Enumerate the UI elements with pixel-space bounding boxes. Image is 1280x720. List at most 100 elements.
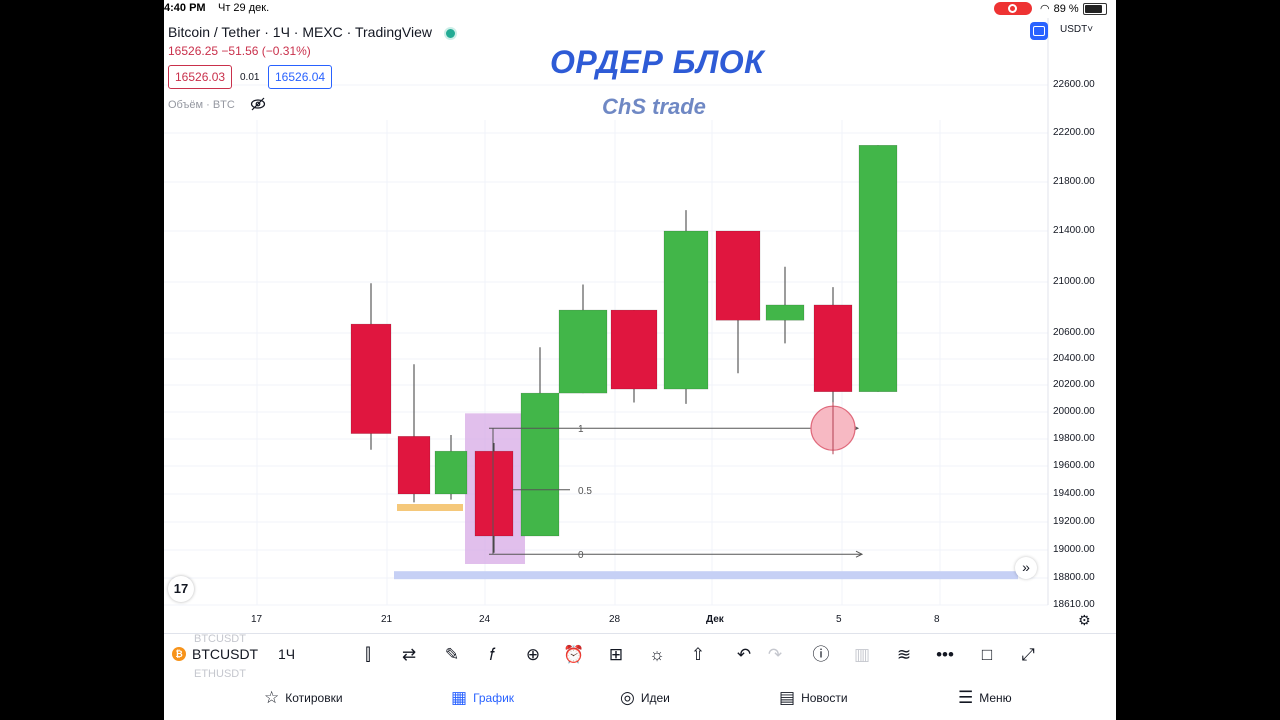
chart-gift-icon: ▦: [451, 688, 468, 707]
candle-body: [663, 230, 709, 390]
replay-icon[interactable]: ⇄: [401, 645, 417, 664]
interval-button[interactable]: 1Ч: [278, 646, 296, 662]
price-axis-label: 19200.00: [1053, 516, 1095, 527]
tradingview-logo-icon[interactable]: 17: [168, 576, 194, 602]
plus-circle-icon[interactable]: ⊕: [525, 645, 541, 664]
fib-level-label: 1: [578, 424, 584, 435]
status-date: Чт 29 дек.: [218, 2, 270, 14]
financials-bars-icon[interactable]: ▥: [853, 645, 871, 664]
currency-value: USDT: [1060, 24, 1088, 35]
more-icon[interactable]: •••: [936, 645, 954, 664]
volume-indicator-label[interactable]: Объём · BTC: [168, 99, 235, 111]
support-zone-band: [394, 571, 1018, 580]
record-icon: [1008, 4, 1017, 13]
symbol-title[interactable]: Bitcoin / Tether · 1Ч · MEXC · TradingVi…: [168, 24, 433, 40]
bottom-toolbar: [164, 633, 1116, 678]
status-indicators: ◠ 89 %: [1040, 2, 1107, 15]
tab-menu[interactable]: ☰ Меню: [958, 688, 1012, 708]
price-axis-label: 20400.00: [1053, 353, 1095, 364]
candle-body: [610, 309, 658, 390]
idea-bulb-icon[interactable]: ☼: [649, 645, 665, 664]
undo-icon[interactable]: ↶: [736, 645, 752, 664]
date-axis-label: 21: [381, 614, 393, 625]
price-axis-label: 20600.00: [1053, 327, 1095, 338]
chart-canvas[interactable]: 10.50: [164, 0, 1116, 633]
ticker-button[interactable]: BTCUSDT: [192, 646, 259, 662]
tab-label: Меню: [979, 691, 1012, 705]
star-icon: ☆: [264, 688, 280, 707]
price-axis-label: 18610.00: [1053, 599, 1095, 610]
info-icon[interactable]: ⓘ: [812, 645, 830, 664]
market-open-indicator: [444, 27, 457, 40]
tab-label: График: [473, 691, 515, 705]
hidden-eye-icon[interactable]: [250, 97, 266, 111]
price-axis-label: 19000.00: [1053, 544, 1095, 555]
templates-grid-icon[interactable]: ⊞: [608, 645, 624, 664]
ghost-symbol-above: BTCUSDT: [194, 633, 246, 645]
price-change: 16526.25 −51.56 (−0.31%): [168, 44, 311, 58]
tradingview-screen: 4:40 PM Чт 29 дек. ◠ 89 % 1 0.5 0 Bitcoin …: [164, 0, 1116, 720]
tab-ideas[interactable]: ◎ Идеи: [620, 688, 670, 708]
indicators-fx-icon[interactable]: 𝑓: [489, 645, 495, 664]
candle-body: [397, 436, 431, 495]
price-axis-label: 18800.00: [1053, 572, 1095, 583]
status-bar: 4:40 PM Чт 29 дек. ◠ 89 %: [164, 0, 1116, 18]
price-axis-label: 19800.00: [1053, 433, 1095, 444]
layout-icon[interactable]: [1030, 22, 1048, 40]
tab-news[interactable]: ▤ Новости: [779, 688, 848, 708]
redo-icon[interactable]: ↷: [767, 645, 783, 664]
overlay-title: ОРДЕР БЛОК: [550, 44, 765, 80]
price-axis-label: 19400.00: [1053, 488, 1095, 499]
wifi-icon: ◠: [1040, 3, 1050, 15]
candle-body: [813, 304, 853, 393]
gear-icon[interactable]: ⚙: [1078, 612, 1091, 628]
buy-button[interactable]: 16526.04: [268, 65, 333, 89]
candle-body: [434, 450, 468, 495]
liquidity-band: [397, 504, 463, 511]
candle-body: [474, 450, 514, 537]
sell-button[interactable]: 16526.03: [168, 65, 233, 89]
fullscreen-icon[interactable]: ⤢: [1021, 645, 1035, 664]
battery-percent: 89 %: [1053, 2, 1079, 15]
draw-pen-icon[interactable]: ✎: [444, 645, 460, 664]
price-axis-label: 19600.00: [1053, 460, 1095, 471]
price-axis-label: 21800.00: [1053, 176, 1095, 187]
bitcoin-icon: ₿: [172, 647, 186, 661]
price-axis-label: 20000.00: [1053, 406, 1095, 417]
status-time: 4:40 PM: [164, 2, 206, 14]
menu-icon: ☰: [958, 688, 974, 707]
lightbulb-icon: ◎: [620, 688, 635, 707]
tab-chart[interactable]: ▦ График: [451, 688, 514, 708]
tab-bar: [164, 678, 1116, 720]
alarm-icon[interactable]: ⏰: [563, 645, 585, 664]
square-icon[interactable]: □: [981, 645, 993, 664]
screen-recording-indicator[interactable]: [994, 2, 1032, 15]
candles-icon[interactable]: ⫿: [365, 645, 371, 664]
chevron-down-icon: ˅: [1087, 24, 1094, 35]
currency-dropdown[interactable]: USDT˅: [1060, 24, 1093, 35]
overlay-subtitle: ChS trade: [602, 94, 706, 119]
news-icon: ▤: [779, 688, 796, 707]
candle-body: [715, 230, 761, 321]
price-axis-label: 22200.00: [1053, 127, 1095, 138]
price-axis-label: 21000.00: [1053, 276, 1095, 287]
spread-value: 0.01: [240, 72, 260, 83]
ghost-symbol-below: ETHUSDT: [194, 668, 246, 680]
scroll-to-realtime-button[interactable]: »: [1015, 557, 1037, 579]
date-axis-label: 28: [609, 614, 621, 625]
date-axis-label: 24: [479, 614, 491, 625]
tab-quotes[interactable]: ☆ Котировки: [264, 688, 343, 708]
price-axis-label: 20200.00: [1053, 379, 1095, 390]
price-axis-label: 21400.00: [1053, 225, 1095, 236]
compare-icon[interactable]: ≋: [896, 645, 912, 664]
price-axis-label: 22600.00: [1053, 79, 1095, 90]
tab-label: Котировки: [285, 691, 343, 705]
date-axis-label: 17: [251, 614, 263, 625]
candle-body: [350, 323, 392, 434]
candle-body: [520, 392, 560, 537]
fib-level-label: 0.5: [578, 486, 592, 497]
date-axis-label: 8: [934, 614, 940, 625]
tab-label: Новости: [801, 691, 848, 705]
share-icon[interactable]: ⇧: [690, 645, 706, 664]
date-axis-label: Дек: [706, 614, 724, 625]
